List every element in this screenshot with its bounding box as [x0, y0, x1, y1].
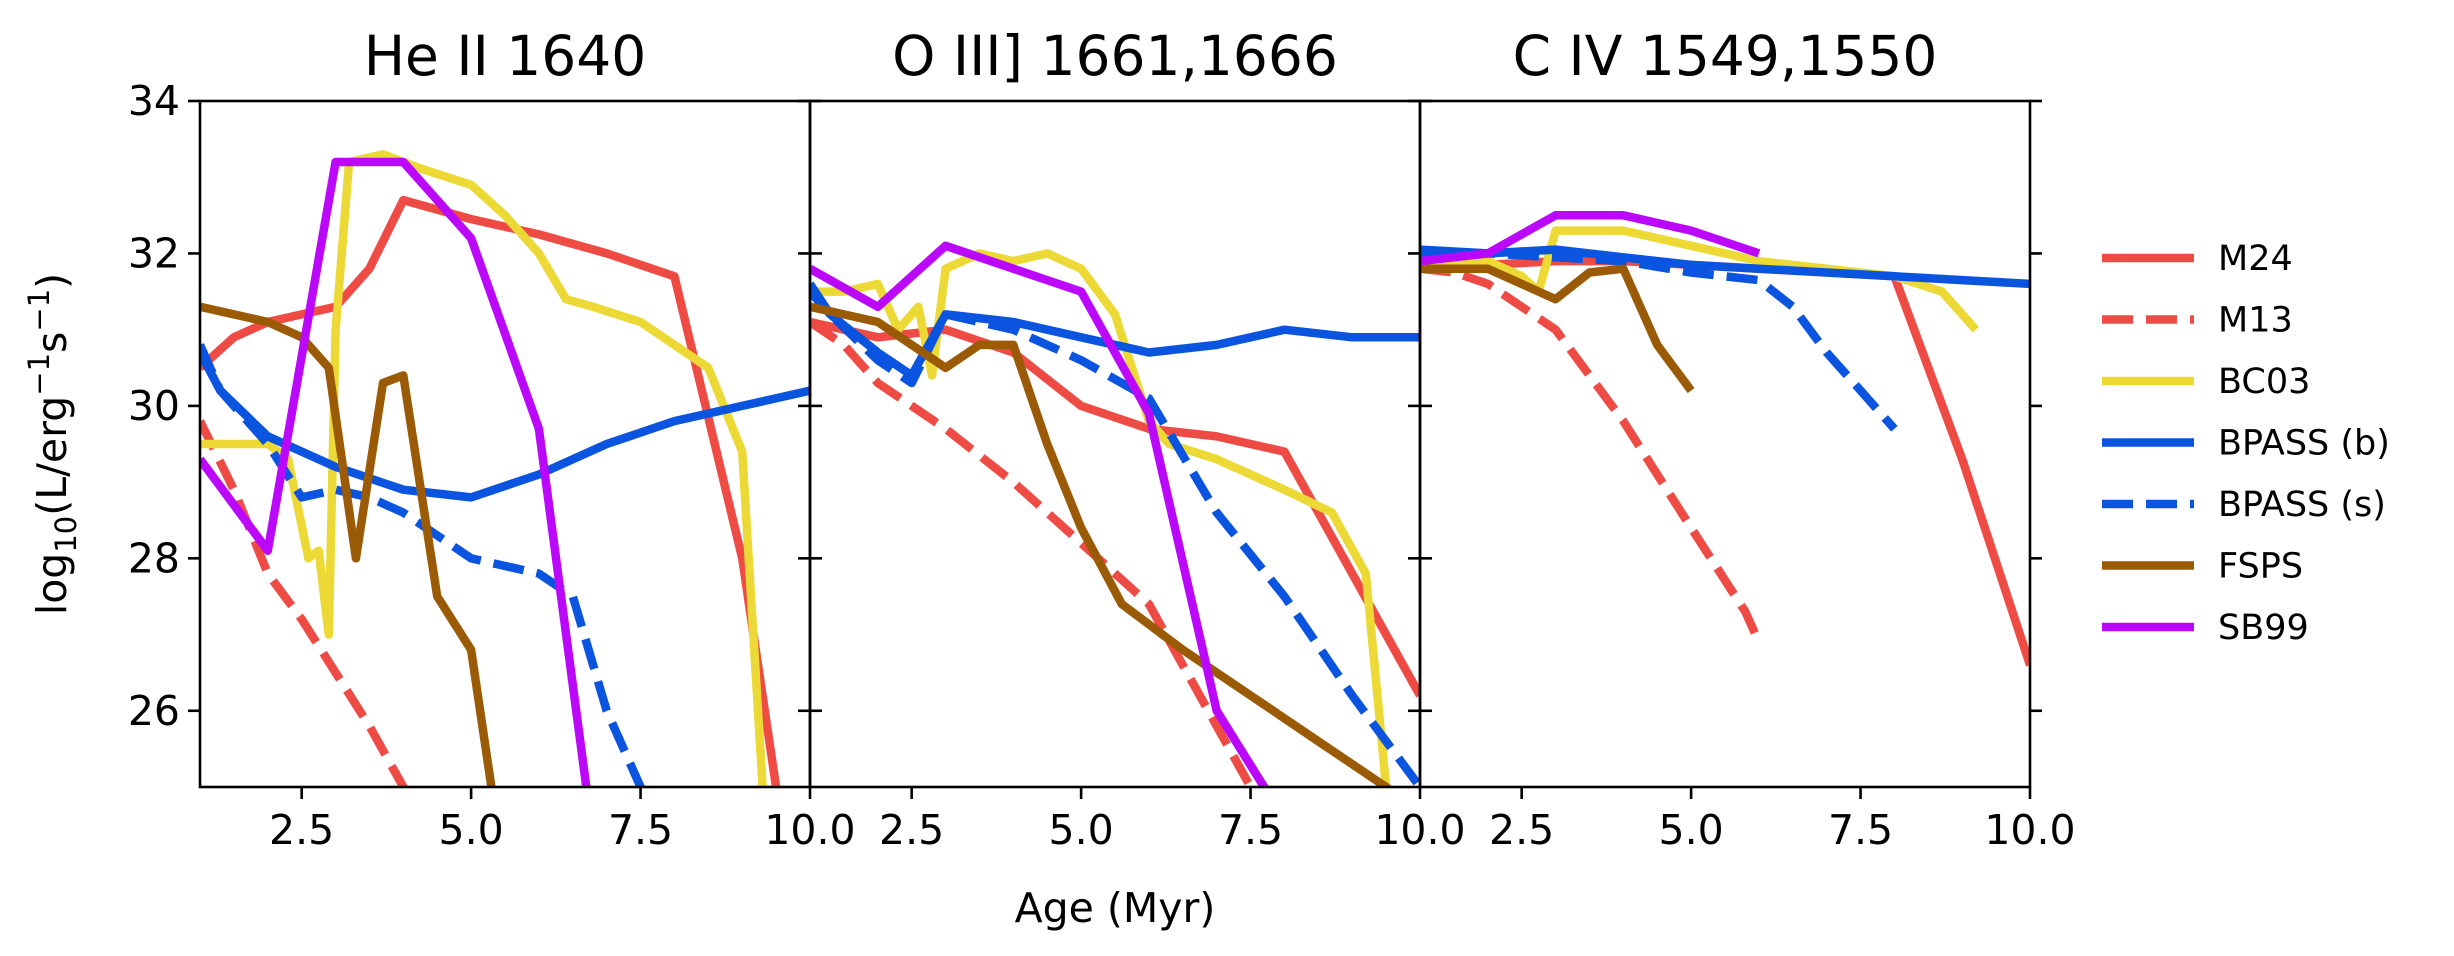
series-m13-line — [810, 318, 1255, 787]
y-tick-label: 30 — [128, 382, 180, 430]
x-axis-label: Age (Myr) — [1015, 884, 1216, 932]
legend-label: BPASS (b) — [2218, 424, 2390, 464]
series-bpass-s-line — [1420, 249, 1898, 432]
y-tick-label: 26 — [128, 687, 180, 735]
panel-title: C IV 1549,1550 — [1513, 24, 1938, 88]
series-m24-line — [810, 317, 1420, 698]
y-axis-label: log10(L/erg−1s−1) — [22, 273, 83, 615]
y-tick-label: 28 — [128, 534, 180, 582]
legend-entry-bc03: BC03 — [2102, 362, 2310, 402]
series-sb99-line — [200, 157, 591, 787]
series-m13-line — [1420, 264, 1763, 644]
x-tick-label: 5.0 — [1659, 806, 1724, 854]
axis-labels: Age (Myr) log10(L/erg−1s−1) — [22, 273, 1215, 932]
series-m24-line — [1420, 256, 2030, 667]
x-tick-label: 2.5 — [879, 806, 944, 854]
legend-label: FSPS — [2218, 547, 2303, 587]
legend-entry-bpass-s: BPASS (s) — [2102, 485, 2386, 525]
series-bc03-line — [810, 249, 1391, 787]
panel-3: C IV 1549,1550 2.5 5.0 7.5 10.0 — [1408, 24, 2076, 854]
series-bc03-line — [200, 150, 768, 787]
x-tick-label: 2.5 — [269, 806, 334, 854]
x-tick-label: 7.5 — [608, 806, 673, 854]
panel-1-series — [200, 150, 810, 787]
series-bpass-s-line — [200, 343, 646, 787]
series-fsps-line — [810, 302, 1393, 787]
panel-3-series — [1420, 211, 2030, 667]
panel-2-series — [810, 241, 1420, 787]
x-tick-label: 7.5 — [1828, 806, 1893, 854]
y-tick-label: 34 — [128, 77, 180, 125]
y-tick-label: 32 — [128, 229, 180, 277]
series-fsps-line — [200, 302, 496, 787]
panel-title: He II 1640 — [364, 24, 647, 88]
x-tick-label: 5.0 — [439, 806, 504, 854]
series-sb99-line — [1420, 211, 1761, 266]
panel-3-frame — [1418, 99, 2032, 789]
legend-entry-fsps: FSPS — [2102, 547, 2303, 587]
legend-entry-bpass-b: BPASS (b) — [2102, 424, 2390, 464]
x-tick-label: 10.0 — [1374, 806, 1465, 854]
x-tick-label: 10.0 — [1984, 806, 2075, 854]
legend-label: M24 — [2218, 239, 2293, 279]
legend: M24 M13 BC03 BPASS (b) BPASS (s) FSPS SB99 — [2102, 239, 2390, 648]
series-m13-line — [200, 419, 409, 787]
x-tick-label: 10.0 — [764, 806, 855, 854]
x-tick-label: 7.5 — [1218, 806, 1283, 854]
legend-label: SB99 — [2218, 608, 2309, 648]
panel-2-frame — [808, 99, 1422, 789]
x-tick-label: 2.5 — [1489, 806, 1554, 854]
panel-2: O III] 1661,1666 2.5 5.0 7.5 10.0 — [798, 24, 1466, 854]
legend-label: BC03 — [2218, 362, 2310, 402]
series-fsps-line — [1420, 264, 1695, 394]
legend-entry-m13: M13 — [2102, 301, 2293, 341]
legend-entry-sb99: SB99 — [2102, 608, 2309, 648]
legend-entry-m24: M24 — [2102, 239, 2293, 279]
panel-title: O III] 1661,1666 — [892, 24, 1338, 88]
series-sb99-line — [810, 241, 1270, 787]
panel-1: He II 1640 26 28 30 32 34 2.5 5.0 7.5 10.0 — [128, 24, 856, 854]
legend-label: BPASS (s) — [2218, 485, 2386, 525]
legend-label: M13 — [2218, 301, 2293, 341]
x-tick-label: 5.0 — [1049, 806, 1114, 854]
series-bpass-b-line — [810, 288, 1420, 380]
series-bpass-s-line — [810, 281, 1420, 787]
